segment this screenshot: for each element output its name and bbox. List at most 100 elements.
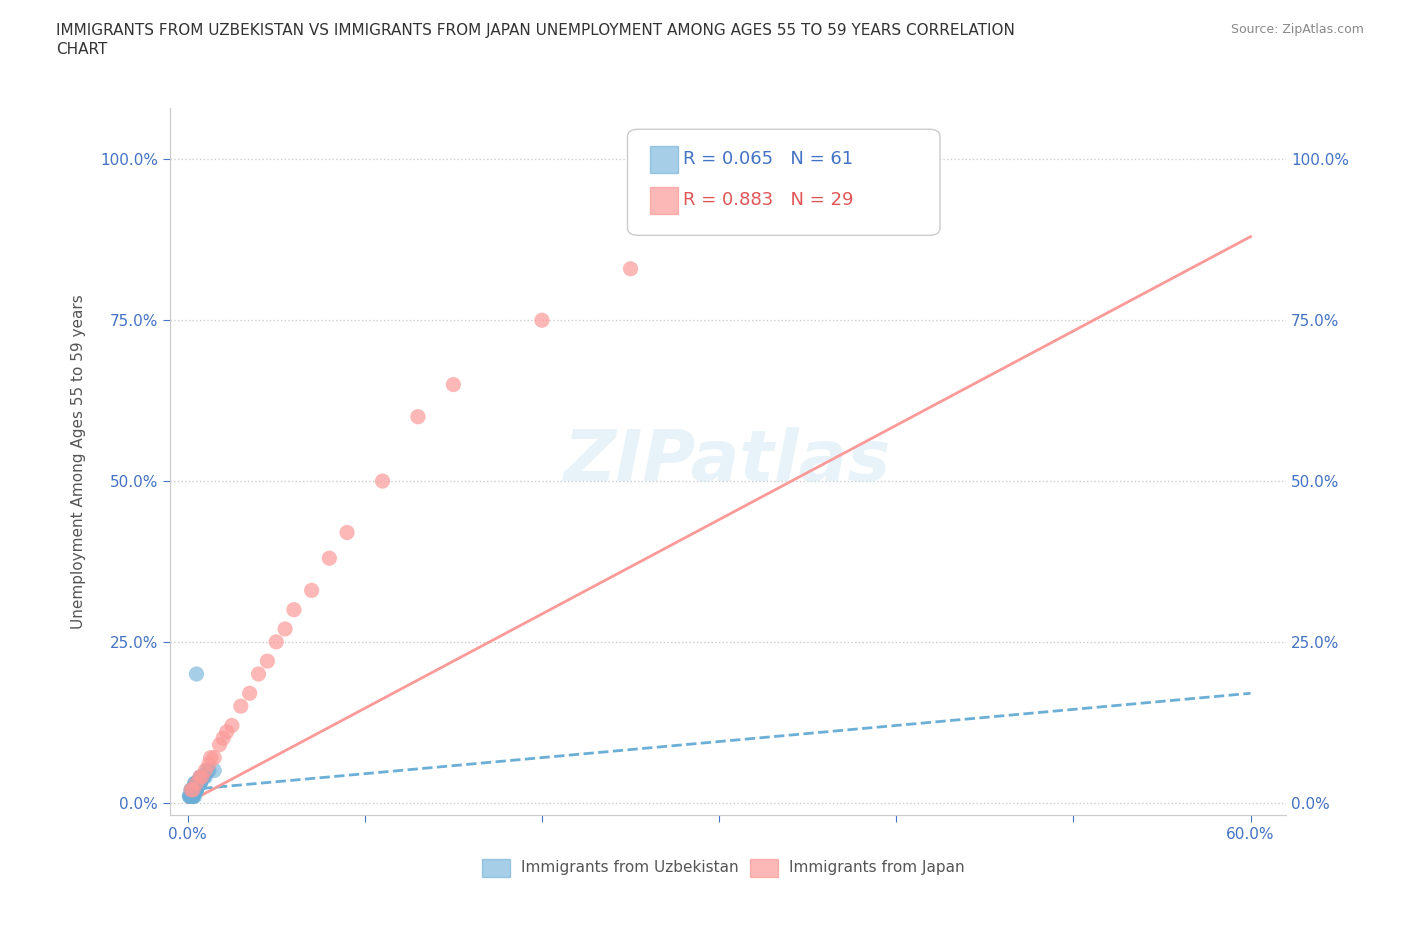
Point bbox=[181, 782, 204, 797]
Point bbox=[181, 789, 204, 804]
Point bbox=[200, 751, 222, 765]
Point bbox=[283, 603, 305, 618]
Point bbox=[193, 769, 215, 784]
Point bbox=[184, 782, 207, 797]
Point bbox=[181, 782, 204, 797]
Point bbox=[187, 776, 209, 790]
Point bbox=[179, 789, 201, 804]
Point bbox=[179, 789, 201, 804]
Point bbox=[229, 698, 252, 713]
Y-axis label: Unemployment Among Ages 55 to 59 years: Unemployment Among Ages 55 to 59 years bbox=[72, 295, 86, 629]
Point bbox=[181, 782, 204, 797]
Point bbox=[212, 731, 235, 746]
Point bbox=[761, 171, 783, 186]
Point bbox=[530, 312, 553, 327]
Point bbox=[181, 782, 204, 797]
Point bbox=[180, 782, 202, 797]
Point bbox=[301, 583, 323, 598]
Point bbox=[184, 782, 207, 797]
Point bbox=[186, 667, 208, 682]
Point bbox=[184, 776, 207, 790]
Point bbox=[274, 621, 297, 636]
Point bbox=[191, 769, 214, 784]
Point bbox=[186, 782, 208, 797]
Text: Immigrants from Uzbekistan: Immigrants from Uzbekistan bbox=[522, 859, 740, 874]
Point bbox=[202, 763, 225, 777]
Text: ZIPatlas: ZIPatlas bbox=[564, 427, 891, 497]
Point bbox=[195, 763, 218, 777]
Point bbox=[406, 409, 429, 424]
Point bbox=[184, 782, 207, 797]
Point bbox=[181, 789, 204, 804]
Point bbox=[184, 782, 207, 797]
Point bbox=[180, 789, 202, 804]
Point bbox=[180, 782, 202, 797]
Point bbox=[187, 776, 209, 790]
Point bbox=[191, 769, 214, 784]
Point bbox=[181, 782, 204, 797]
Point bbox=[441, 378, 464, 392]
Point bbox=[180, 789, 202, 804]
Point bbox=[181, 782, 204, 797]
Point bbox=[184, 782, 207, 797]
Point bbox=[181, 789, 204, 804]
Point bbox=[188, 776, 211, 790]
Point bbox=[184, 782, 207, 797]
Point bbox=[180, 789, 202, 804]
Point bbox=[186, 782, 208, 797]
Point bbox=[184, 789, 207, 804]
Point bbox=[186, 776, 208, 790]
Bar bbox=[650, 146, 678, 173]
Point bbox=[191, 769, 214, 784]
Point bbox=[180, 789, 202, 804]
Point bbox=[184, 776, 207, 790]
Point bbox=[180, 789, 202, 804]
Point bbox=[247, 667, 270, 682]
Point bbox=[187, 776, 209, 790]
Text: CHART: CHART bbox=[56, 42, 108, 57]
Point bbox=[187, 776, 209, 790]
Point bbox=[194, 769, 217, 784]
Point bbox=[188, 776, 211, 790]
Point bbox=[239, 685, 262, 700]
Point bbox=[180, 789, 202, 804]
Point bbox=[187, 776, 209, 790]
Point bbox=[264, 634, 287, 649]
Point bbox=[371, 473, 394, 488]
Point bbox=[193, 769, 215, 784]
Point bbox=[202, 751, 225, 765]
Point bbox=[188, 776, 211, 790]
Point bbox=[186, 776, 208, 790]
Point bbox=[187, 776, 209, 790]
Point bbox=[619, 261, 641, 276]
Point bbox=[184, 782, 207, 797]
Bar bbox=[751, 859, 778, 877]
Point bbox=[336, 525, 359, 540]
Point bbox=[180, 782, 202, 797]
Point bbox=[186, 782, 208, 797]
Point bbox=[208, 737, 231, 752]
Text: Immigrants from Japan: Immigrants from Japan bbox=[789, 859, 965, 874]
Point bbox=[186, 776, 208, 790]
Point bbox=[256, 654, 278, 669]
Point bbox=[181, 789, 204, 804]
Point bbox=[181, 789, 204, 804]
Point bbox=[198, 757, 221, 772]
Point bbox=[186, 782, 208, 797]
Point bbox=[318, 551, 340, 565]
Point bbox=[194, 763, 217, 777]
Point bbox=[191, 769, 214, 784]
Point bbox=[188, 769, 211, 784]
FancyBboxPatch shape bbox=[627, 129, 941, 235]
Point bbox=[221, 718, 243, 733]
Text: Source: ZipAtlas.com: Source: ZipAtlas.com bbox=[1230, 23, 1364, 36]
Bar bbox=[650, 187, 678, 214]
Point bbox=[181, 782, 204, 797]
Text: R = 0.065   N = 61: R = 0.065 N = 61 bbox=[683, 150, 853, 168]
Point bbox=[188, 769, 211, 784]
Point bbox=[188, 776, 211, 790]
Text: R = 0.883   N = 29: R = 0.883 N = 29 bbox=[683, 191, 853, 209]
Point bbox=[215, 724, 238, 739]
Point bbox=[191, 769, 214, 784]
Bar bbox=[482, 859, 510, 877]
